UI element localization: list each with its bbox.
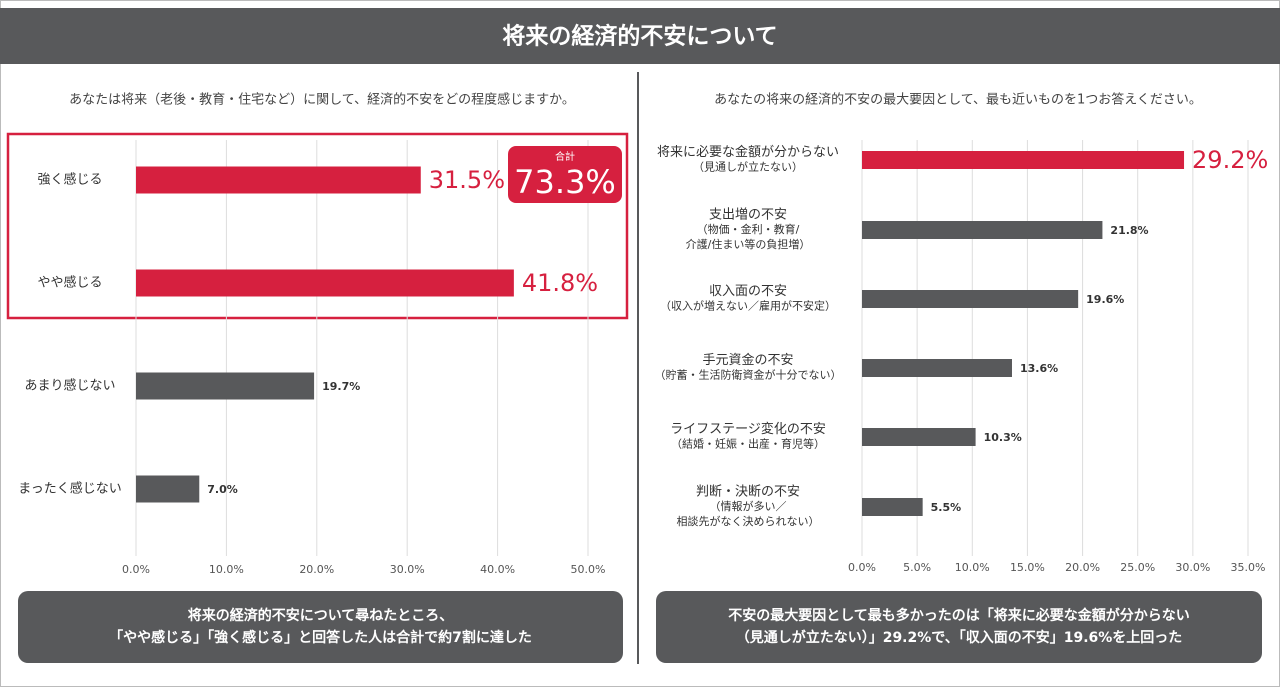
x-tick-label: 10.0% bbox=[955, 561, 990, 574]
question: あなたの将来の経済的不安の最大要因として、最も近いものを1つお答えください。 bbox=[714, 92, 1202, 108]
bar bbox=[862, 290, 1079, 308]
page-title: 将来の経済的不安について bbox=[502, 23, 777, 50]
category-label: （収入が増えない／雇用が不安定） bbox=[660, 299, 836, 313]
summary-text: 将来の経済的不安について尋ねたところ、 bbox=[188, 607, 454, 624]
x-tick-label: 20.0% bbox=[1065, 561, 1100, 574]
category-label: 収入面の不安 bbox=[709, 284, 787, 299]
bar bbox=[136, 166, 421, 194]
category-label: 判断・決断の不安 bbox=[696, 485, 800, 500]
bar bbox=[136, 475, 200, 503]
summary-text: 不安の最大要因として最も多かったのは「将来に必要な金額が分からない bbox=[728, 607, 1190, 624]
value-label: 5.5% bbox=[931, 501, 962, 514]
x-tick-label: 50.0% bbox=[571, 563, 606, 576]
summary-text: （見通しが立たない）」29.2%で、「収入面の不安」19.6%を上回った bbox=[736, 629, 1183, 646]
x-tick-label: 30.0% bbox=[1175, 561, 1210, 574]
category-label: 支出増の不安 bbox=[709, 208, 787, 223]
bar bbox=[862, 221, 1103, 239]
x-tick-label: 15.0% bbox=[1010, 561, 1045, 574]
category-label: ライフステージ変化の不安 bbox=[670, 421, 826, 437]
x-tick-label: 25.0% bbox=[1120, 561, 1155, 574]
total-value: 73.3% bbox=[514, 163, 616, 201]
summary-box bbox=[18, 591, 623, 663]
value-label: 10.3% bbox=[984, 431, 1022, 444]
x-tick-label: 20.0% bbox=[299, 563, 334, 576]
category-label: あまり感じない bbox=[24, 378, 115, 394]
value-label: 29.2% bbox=[1192, 146, 1268, 174]
value-label: 19.6% bbox=[1086, 293, 1124, 306]
bar bbox=[862, 428, 976, 446]
category-label: （物価・金利・教育/ bbox=[697, 222, 800, 236]
category-label: （貯蓄・生活防衛資金が十分でない） bbox=[655, 368, 842, 382]
bar bbox=[862, 151, 1185, 169]
bar bbox=[136, 269, 514, 297]
category-label: 手元資金の不安 bbox=[702, 352, 793, 368]
x-tick-label: 10.0% bbox=[209, 563, 244, 576]
x-tick-label: 35.0% bbox=[1231, 561, 1266, 574]
x-tick-label: 5.0% bbox=[903, 561, 931, 574]
category-label: 強く感じる bbox=[37, 172, 102, 188]
value-label: 41.8% bbox=[522, 269, 598, 297]
x-tick-label: 30.0% bbox=[390, 563, 425, 576]
category-label: 将来に必要な金額が分からない bbox=[657, 144, 839, 160]
value-label: 13.6% bbox=[1020, 362, 1058, 375]
bar bbox=[862, 359, 1012, 377]
x-tick-label: 0.0% bbox=[122, 563, 150, 576]
category-label: 介護/住まい等の負担増） bbox=[686, 237, 811, 251]
summary-box bbox=[656, 591, 1262, 663]
value-label: 21.8% bbox=[1110, 224, 1148, 237]
bar bbox=[862, 498, 923, 516]
header-bar bbox=[0, 8, 1280, 64]
value-label: 31.5% bbox=[429, 166, 505, 194]
total-badge bbox=[508, 146, 622, 203]
highlight-frame bbox=[6, 132, 629, 320]
summary-text: 「やや感じる」「強く感じる」と回答した人は合計で約7割に達した bbox=[109, 629, 532, 646]
category-label: 相談先がなく決められない） bbox=[677, 514, 820, 528]
value-label: 19.7% bbox=[322, 380, 360, 393]
category-label: （見通しが立たない） bbox=[693, 160, 803, 174]
category-label: まったく感じない bbox=[18, 481, 121, 497]
category-label: （情報が多い／ bbox=[710, 499, 787, 513]
category-label: やや感じる bbox=[37, 275, 102, 291]
bar bbox=[136, 372, 315, 400]
total-label: 合計 bbox=[555, 150, 575, 163]
x-tick-label: 40.0% bbox=[480, 563, 515, 576]
value-label: 7.0% bbox=[207, 483, 238, 496]
question: あなたは将来（老後・教育・住宅など）に関して、経済的不安をどの程度感じますか。 bbox=[69, 92, 575, 108]
category-label: （結婚・妊娠・出産・育児等） bbox=[671, 437, 825, 451]
x-tick-label: 0.0% bbox=[848, 561, 876, 574]
